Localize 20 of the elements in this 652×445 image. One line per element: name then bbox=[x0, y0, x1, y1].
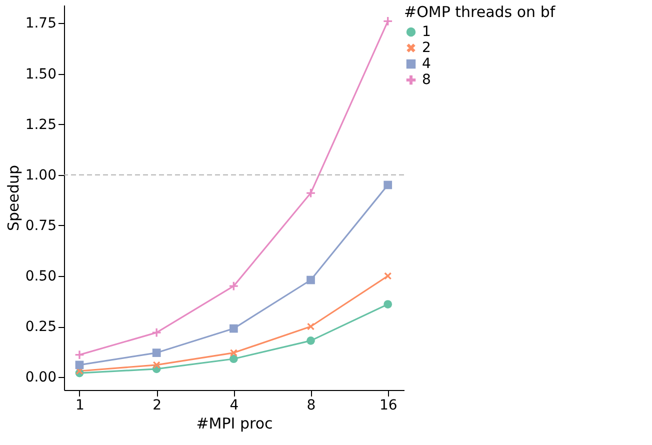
x-tick-label: 2 bbox=[152, 398, 162, 414]
y-tick-label: 0.75 bbox=[25, 218, 56, 234]
y-tick-label: 1.75 bbox=[25, 16, 56, 32]
x-tick-label: 16 bbox=[379, 398, 398, 414]
y-tick-label: 1.50 bbox=[25, 66, 56, 82]
y-tick-label: 0.50 bbox=[25, 268, 56, 284]
legend-label: 4 bbox=[422, 56, 431, 72]
y-tick-label: 0.25 bbox=[25, 319, 56, 336]
y-tick-label: 1.25 bbox=[25, 116, 56, 133]
y-tick-label: 1.00 bbox=[25, 167, 56, 184]
legend-label: 8 bbox=[422, 72, 431, 88]
x-axis-title: #MPI proc bbox=[196, 414, 273, 432]
x-tick-label: 4 bbox=[230, 398, 239, 414]
y-tick-label: 0.00 bbox=[25, 370, 56, 386]
legend-label: 2 bbox=[422, 40, 431, 56]
y-axis-title: Speedup bbox=[4, 164, 22, 232]
x-tick-label: 1 bbox=[76, 398, 84, 414]
x-tick-label: 8 bbox=[306, 398, 316, 414]
legend-title: #OMP threads on bf bbox=[404, 3, 556, 21]
legend-label: 1 bbox=[422, 24, 431, 40]
